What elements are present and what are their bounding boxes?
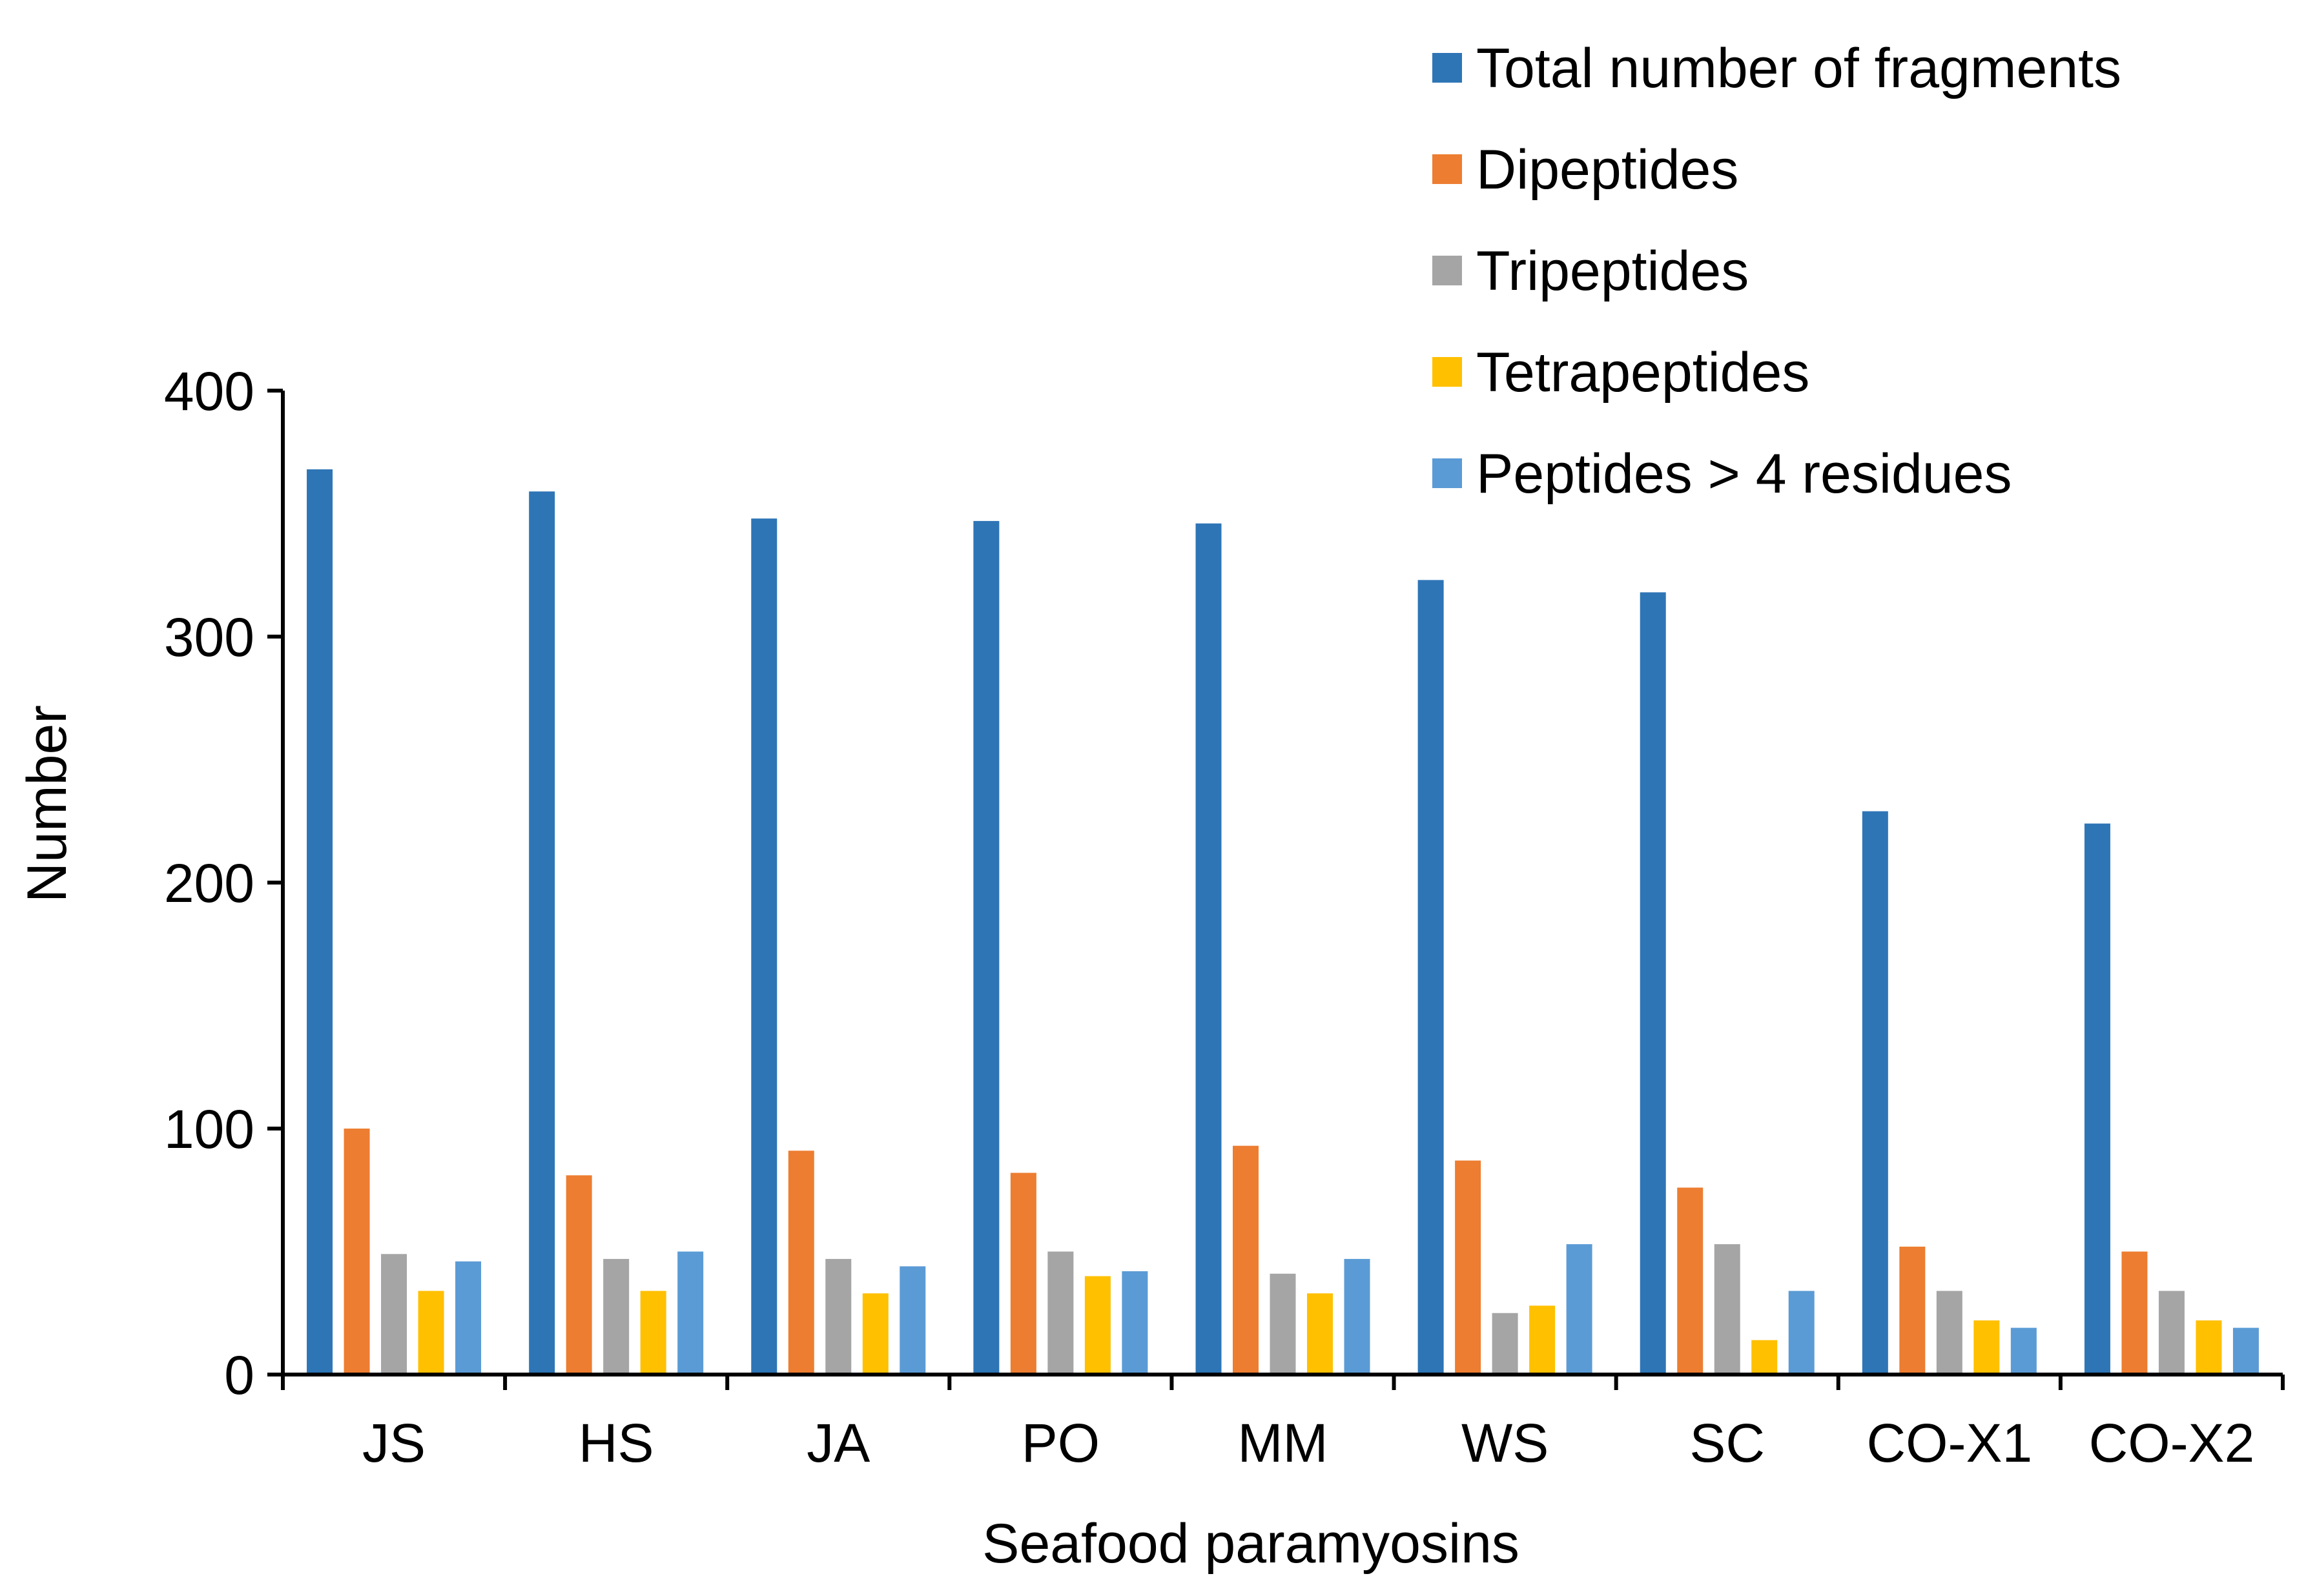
bar bbox=[381, 1254, 407, 1375]
bar bbox=[677, 1251, 704, 1375]
bar bbox=[973, 520, 1000, 1375]
y-axis-title: Number bbox=[16, 705, 78, 903]
bar bbox=[1455, 1160, 1481, 1375]
y-ticks-group: 0 100 200 300 400 bbox=[164, 361, 283, 1406]
x-axis-title: Seafood paramyosins bbox=[982, 1513, 1519, 1575]
legend-swatch bbox=[1432, 256, 1462, 285]
bar bbox=[1417, 580, 1444, 1375]
legend-swatch bbox=[1432, 357, 1462, 387]
bar bbox=[2232, 1327, 2259, 1375]
bar bbox=[751, 518, 777, 1375]
bar bbox=[1640, 592, 1666, 1375]
x-tick-label: SC bbox=[1689, 1413, 1765, 1473]
bar bbox=[862, 1293, 889, 1375]
bar bbox=[1973, 1320, 2000, 1375]
bar bbox=[1492, 1313, 1518, 1375]
bar bbox=[2158, 1291, 2185, 1375]
bar bbox=[1233, 1145, 1259, 1375]
x-tick-label: PO bbox=[1022, 1413, 1100, 1473]
x-tick-label: CO-X1 bbox=[1866, 1413, 2032, 1473]
bar bbox=[1122, 1271, 1148, 1375]
x-tick-label: WS bbox=[1461, 1413, 1549, 1473]
legend-label: Dipeptides bbox=[1476, 139, 1738, 201]
bars-group bbox=[307, 469, 2259, 1375]
bar bbox=[788, 1151, 814, 1375]
bar bbox=[1084, 1276, 1111, 1375]
legend-swatch bbox=[1432, 154, 1462, 184]
bar bbox=[344, 1129, 370, 1375]
legend-label: Peptides > 4 residues bbox=[1476, 443, 2012, 505]
bar bbox=[1529, 1305, 1556, 1375]
bar bbox=[529, 491, 555, 1375]
bar bbox=[455, 1261, 482, 1375]
bar bbox=[1714, 1244, 1740, 1375]
y-tick-label: 100 bbox=[164, 1099, 254, 1160]
bar bbox=[1270, 1273, 1296, 1375]
legend: Total number of fragments Dipeptides Tripe… bbox=[1432, 37, 2121, 505]
bar bbox=[307, 469, 333, 1375]
bar bbox=[1307, 1293, 1333, 1375]
x-tick-label: HS bbox=[579, 1413, 654, 1473]
legend-label: Total number of fragments bbox=[1476, 37, 2121, 99]
x-ticks-group: JS HS JA PO MM WS SC CO-X1 CO-X2 bbox=[281, 1375, 2285, 1473]
bar bbox=[900, 1266, 926, 1375]
bar bbox=[603, 1258, 630, 1375]
y-tick-label: 0 bbox=[224, 1345, 254, 1406]
bar bbox=[1047, 1251, 1074, 1375]
y-tick-label: 400 bbox=[164, 361, 254, 422]
bar bbox=[418, 1291, 444, 1375]
legend-label: Tripeptides bbox=[1476, 240, 1749, 302]
bar bbox=[1936, 1291, 1962, 1375]
bar bbox=[2196, 1320, 2222, 1375]
bar bbox=[1566, 1244, 1592, 1375]
y-tick-label: 200 bbox=[164, 853, 254, 914]
bar bbox=[1010, 1172, 1036, 1375]
bar bbox=[2121, 1251, 2148, 1375]
x-tick-label: JA bbox=[807, 1413, 870, 1473]
y-tick-label: 300 bbox=[164, 607, 254, 668]
x-tick-label: JS bbox=[362, 1413, 426, 1473]
legend-swatch bbox=[1432, 458, 1462, 488]
legend-label: Tetrapeptides bbox=[1476, 342, 1809, 404]
bar bbox=[1899, 1246, 1926, 1375]
x-tick-label: MM bbox=[1238, 1413, 1328, 1473]
bar bbox=[2010, 1327, 2037, 1375]
bar bbox=[1862, 811, 1888, 1375]
bar bbox=[1788, 1291, 1815, 1375]
bar bbox=[1195, 523, 1222, 1375]
bar bbox=[2084, 823, 2110, 1375]
bar bbox=[825, 1258, 852, 1375]
x-tick-label: CO-X2 bbox=[2089, 1413, 2255, 1473]
bar bbox=[1751, 1340, 1778, 1375]
bar bbox=[640, 1291, 666, 1375]
legend-swatch bbox=[1432, 53, 1462, 83]
bar bbox=[1677, 1187, 1704, 1375]
bar bbox=[1344, 1258, 1370, 1375]
bar bbox=[566, 1175, 592, 1375]
